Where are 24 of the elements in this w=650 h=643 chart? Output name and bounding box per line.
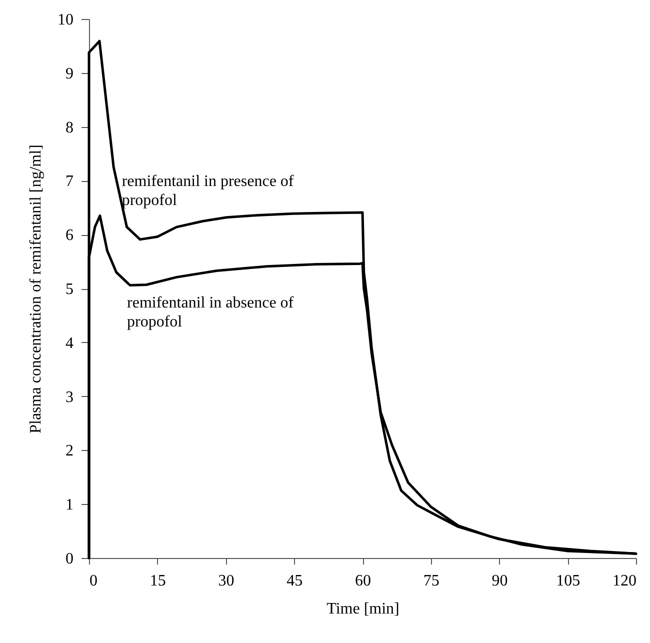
y-tick-label: 3 xyxy=(66,388,74,406)
y-tick-label: 2 xyxy=(66,442,74,460)
x-tick-label: 75 xyxy=(423,572,440,590)
y-tick-label: 4 xyxy=(66,334,74,352)
y-tick-label: 10 xyxy=(58,12,74,28)
x-tick-label: 120 xyxy=(612,572,636,590)
x-tick-label: 0 xyxy=(90,572,98,590)
y-tick-label: 7 xyxy=(66,173,74,190)
y-tick-label: 5 xyxy=(66,281,74,298)
y-tick-label: 8 xyxy=(66,119,74,136)
x-tick-label: 15 xyxy=(150,572,166,590)
y-tick-label: 0 xyxy=(66,550,74,568)
x-axis-title: Time [min] xyxy=(326,600,400,618)
series-label: remifentanil in absence of propofol xyxy=(127,294,294,330)
y-axis-title: Plasma concentration of remifentanil [ng/ml] xyxy=(28,144,44,434)
x-tick-label: 45 xyxy=(286,572,303,590)
series-label: remifentanil in presence of propofol xyxy=(122,173,294,210)
y-tick-label: 6 xyxy=(66,227,74,244)
x-tick-label: 30 xyxy=(218,572,234,590)
x-tick-label: 105 xyxy=(556,572,580,590)
y-tick-label: 9 xyxy=(66,65,74,82)
x-tick-label: 90 xyxy=(492,572,508,590)
x-tick-label: 60 xyxy=(355,572,371,590)
y-tick-label: 1 xyxy=(66,496,74,514)
